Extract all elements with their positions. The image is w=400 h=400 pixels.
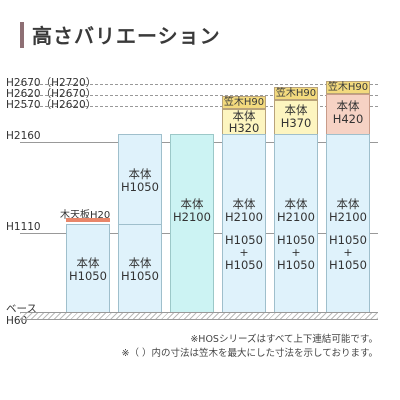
column-4-sum-b: H1050 xyxy=(225,258,263,272)
base-plinth xyxy=(20,312,378,320)
column-6-value: H2100 xyxy=(329,210,367,224)
line-h2620 xyxy=(20,95,378,96)
line-h2670 xyxy=(20,84,378,85)
column-2-upper-label: 本体 xyxy=(128,167,152,181)
column-6-label: 本体 xyxy=(336,197,360,211)
note-dimensions: ※（ ）内の寸法は笠木を最大にした寸法を示しております。 xyxy=(121,348,378,359)
column-4-cap: 笠木H90 xyxy=(222,96,266,109)
column-5-upper-value: H370 xyxy=(280,116,312,130)
column-4-upper-value: H320 xyxy=(228,121,260,135)
label-h2670: H2670（H2720） xyxy=(6,77,97,89)
note-connectable: ※HOSシリーズはすべて上下連結可能です。 xyxy=(190,334,378,345)
column-5-sum-a: H1050 xyxy=(277,233,315,247)
label-h2570: H2570（H2620） xyxy=(6,99,97,111)
page-title: 高さバリエーション xyxy=(32,24,221,48)
column-6-upper xyxy=(326,94,370,135)
column-4-value: H2100 xyxy=(225,210,263,224)
column-6-upper-label: 本体 xyxy=(336,99,360,113)
column-1-label: 本体 xyxy=(76,256,100,270)
label-h2160: H2160 xyxy=(6,130,41,142)
column-6-plus: + xyxy=(343,246,353,259)
label-h1110: H1110 xyxy=(6,221,41,233)
column-5-value: H2100 xyxy=(277,210,315,224)
wood-top-label: 木天板H20 xyxy=(60,210,111,221)
label-h2620: H2620（H2670） xyxy=(6,88,97,100)
line-h2570 xyxy=(20,106,378,107)
title-accent-bar xyxy=(20,22,24,48)
column-5-label: 本体 xyxy=(284,197,308,211)
column-6-sum-a: H1050 xyxy=(329,233,367,247)
column-3-body xyxy=(170,134,214,313)
column-6-cap: 笠木H90 xyxy=(326,81,370,94)
column-4-plus: + xyxy=(239,246,249,259)
column-6-upper-value: H420 xyxy=(332,112,364,126)
wood-top-strip xyxy=(66,218,110,222)
column-2-upper-value: H1050 xyxy=(121,180,159,194)
column-2-upper xyxy=(118,134,162,225)
column-5-upper-label: 本体 xyxy=(284,103,308,117)
column-4-upper-label: 本体 xyxy=(232,109,256,123)
column-4-sum-a: H1050 xyxy=(225,233,263,247)
column-3-label: 本体 xyxy=(180,197,204,211)
column-1-value: H1050 xyxy=(69,269,107,283)
column-4-label: 本体 xyxy=(232,197,256,211)
column-2-lower-label: 本体 xyxy=(128,256,152,270)
column-4-body xyxy=(222,134,266,313)
column-6-body xyxy=(326,134,370,313)
column-6-sum-b: H1050 xyxy=(329,258,367,272)
column-5-body xyxy=(274,134,318,313)
column-3-value: H2100 xyxy=(173,210,211,224)
column-5-plus: + xyxy=(291,246,301,259)
column-2-lower-value: H1050 xyxy=(121,269,159,283)
column-5-sum-b: H1050 xyxy=(277,258,315,272)
column-5-cap: 笠木H90 xyxy=(274,87,318,100)
